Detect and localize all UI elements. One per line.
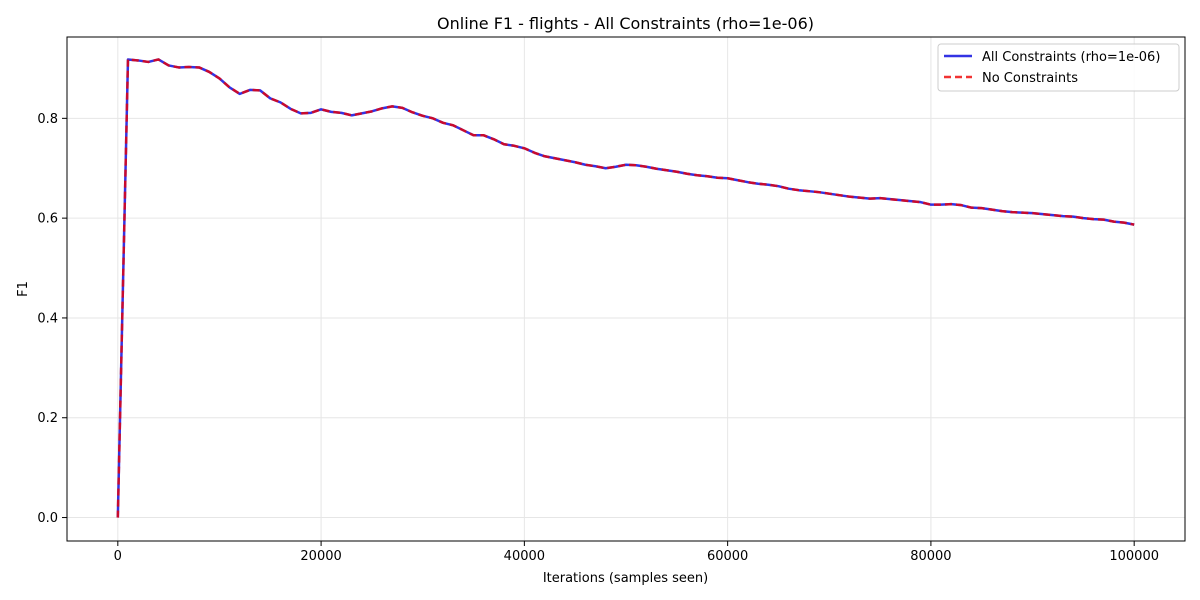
y-axis-label: F1 [16, 281, 31, 297]
series-line-no-constraints [116, 58, 1135, 518]
y-tick-label: 0.4 [37, 311, 58, 326]
chart-title: Online F1 - flights - All Constraints (r… [437, 14, 814, 33]
series-lines [116, 58, 1135, 518]
y-tick-label: 0.0 [37, 511, 58, 526]
y-tick-label: 0.2 [37, 411, 58, 426]
y-axis-ticks: 0.0 0.2 0.4 0.6 0.8 [37, 112, 67, 526]
y-tick-label: 0.8 [37, 112, 58, 127]
x-tick-label: 0 [114, 549, 122, 564]
x-tick-label: 80000 [910, 549, 951, 564]
x-tick-label: 20000 [300, 549, 341, 564]
legend-box [937, 43, 1180, 92]
legend-label-all-constraints: All Constraints (rho=1e-06) [982, 50, 1160, 65]
y-tick-label: 0.6 [37, 212, 58, 227]
legend-label-no-constraints: No Constraints [982, 71, 1078, 86]
x-tick-label: 40000 [504, 549, 545, 564]
legend: All Constraints (rho=1e-06) No Constrain… [937, 43, 1180, 92]
grid [67, 37, 1185, 541]
x-axis-label: Iterations (samples seen) [543, 571, 708, 586]
x-tick-label: 100000 [1109, 549, 1159, 564]
plot-frame [66, 36, 1186, 542]
x-axis-ticks: 0 20000 40000 60000 80000 100000 [114, 541, 1159, 564]
x-tick-label: 60000 [707, 549, 748, 564]
